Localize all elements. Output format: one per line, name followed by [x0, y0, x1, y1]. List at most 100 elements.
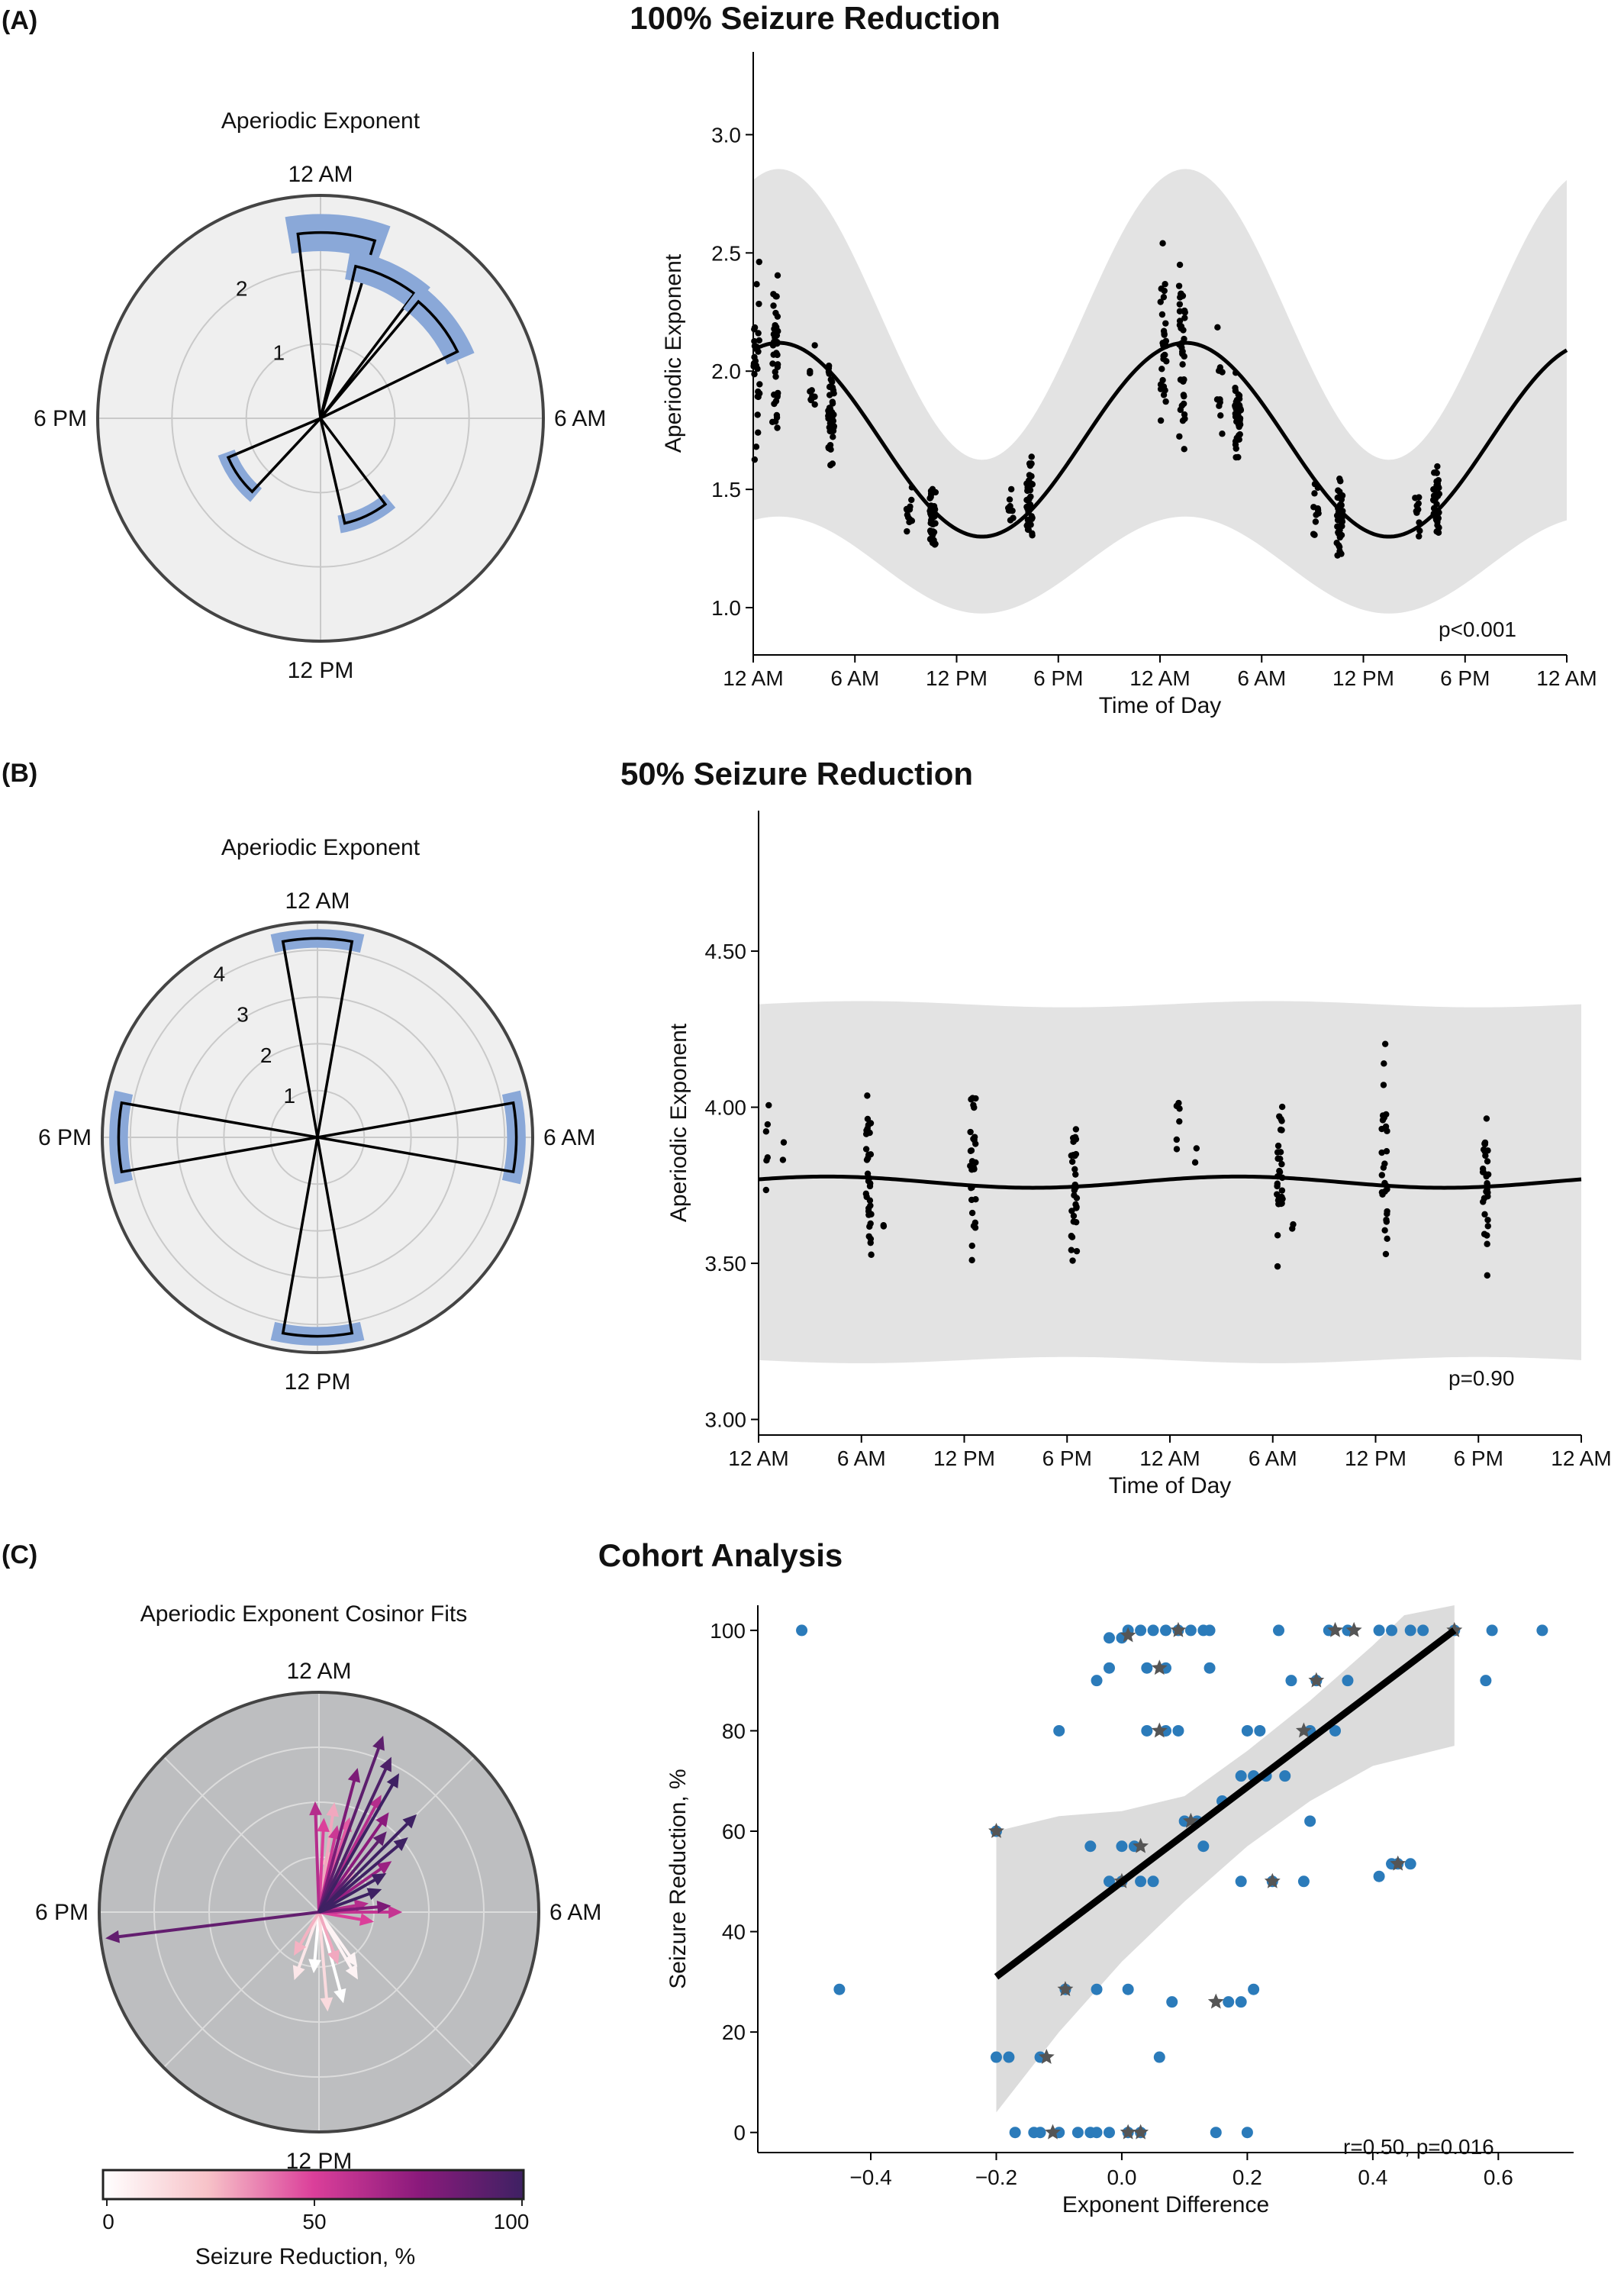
x-tick-label: 6 AM	[830, 666, 879, 690]
phase-arrow-head	[366, 1888, 382, 1901]
data-point	[908, 496, 915, 504]
data-point	[1278, 1187, 1286, 1194]
data-point	[1274, 1191, 1281, 1198]
phase-arrow-shaft	[318, 1878, 376, 1914]
data-point	[1103, 1662, 1115, 1674]
phase-arrow-head	[326, 1802, 340, 1817]
polar-direction-label: 6 AM	[554, 406, 606, 431]
phase-arrow-head	[309, 1801, 322, 1816]
highlight-star	[1045, 2124, 1061, 2140]
data-point	[1068, 1158, 1076, 1166]
x-tick-label: 12 PM	[926, 666, 988, 690]
rose-bar	[319, 299, 459, 420]
polar-direction-label: 12 AM	[285, 888, 350, 914]
polar-title-c: Aperiodic Exponent Cosinor Fits	[140, 1601, 468, 1627]
data-point	[1484, 1223, 1491, 1230]
x-tick-label: 6 PM	[1454, 1446, 1503, 1470]
phase-arrow-shaft	[317, 1911, 328, 1999]
phase-arrow-shaft	[317, 1844, 399, 1914]
phase-arrow-head	[344, 1952, 358, 1967]
data-point	[762, 1128, 770, 1135]
data-point	[1029, 530, 1036, 537]
phase-arrow-shaft	[118, 1911, 320, 1939]
data-point	[774, 272, 781, 279]
data-point	[1191, 1159, 1199, 1166]
y-tick-label: 20	[722, 2020, 746, 2044]
x-tick-label: −0.4	[849, 2166, 891, 2189]
data-point	[1173, 1136, 1181, 1143]
data-point	[1176, 261, 1184, 269]
highlight-star	[1151, 1722, 1168, 1738]
polar-direction-label: 6 PM	[35, 1900, 89, 1925]
data-point	[967, 1128, 974, 1136]
data-point	[1236, 432, 1242, 439]
data-point	[904, 511, 911, 518]
data-point	[1103, 1632, 1115, 1644]
panel-title-a: 100% Seizure Reduction	[630, 0, 1000, 36]
data-point	[880, 1221, 887, 1229]
data-point	[773, 411, 781, 419]
phase-arrow-head	[376, 1861, 392, 1875]
data-point	[1178, 324, 1184, 332]
data-point	[1007, 502, 1013, 510]
data-point	[833, 1983, 846, 1995]
x-tick-label: 6 AM	[1237, 666, 1286, 690]
data-point	[1162, 337, 1170, 344]
data-point	[929, 485, 936, 492]
data-point	[1053, 1724, 1065, 1737]
phase-arrow-shaft	[317, 1747, 381, 1913]
polar-direction-label: 6 PM	[34, 406, 87, 431]
phase-arrow-shaft	[317, 1911, 336, 1953]
data-point	[1181, 314, 1188, 321]
polar-radial-tick: 2	[236, 276, 248, 300]
data-point	[1333, 540, 1340, 547]
phase-arrow-shaft	[298, 1911, 321, 1946]
rose-error-band	[501, 1090, 526, 1185]
data-point	[1073, 1247, 1081, 1255]
data-point	[970, 1222, 978, 1230]
phase-arrow-shaft	[317, 1784, 395, 1914]
x-tick-label: 0.2	[1232, 2166, 1262, 2189]
panel-letter-a: (A)	[2, 6, 37, 35]
data-point	[1484, 1240, 1490, 1247]
colorbar	[102, 2169, 525, 2201]
data-point	[1024, 487, 1031, 495]
data-point	[1006, 496, 1013, 503]
data-point	[1160, 294, 1168, 301]
data-point	[1141, 1662, 1153, 1674]
data-point	[904, 506, 910, 514]
data-point	[1173, 1146, 1181, 1153]
rose-bar	[281, 1137, 354, 1338]
polar-outline	[101, 921, 534, 1354]
data-point	[864, 1115, 872, 1123]
polar-spoke	[163, 1911, 320, 2069]
data-point	[864, 1092, 871, 1099]
data-point	[1381, 1040, 1389, 1047]
data-point	[1028, 513, 1035, 520]
polar-spoke	[163, 1756, 320, 1913]
polar-outline	[96, 194, 545, 643]
rose-error-band	[337, 494, 396, 534]
phase-arrow-head	[292, 1965, 305, 1981]
data-point	[1024, 526, 1032, 534]
polar-direction-label: 12 AM	[288, 162, 353, 187]
phase-arrow-head	[388, 1905, 403, 1919]
rose-error-band	[109, 1090, 134, 1185]
x-tick-label: 12 PM	[933, 1446, 995, 1470]
data-point	[1071, 1192, 1078, 1199]
data-point	[1384, 1235, 1390, 1243]
data-point	[1160, 392, 1168, 398]
rose-error-band	[270, 929, 365, 953]
data-point	[968, 1242, 975, 1250]
data-point	[1181, 353, 1187, 360]
data-point	[756, 337, 762, 344]
data-point	[1176, 308, 1184, 314]
polar-radial-tick: 4	[214, 963, 226, 986]
highlight-star	[1308, 1672, 1325, 1688]
polar-title-b: Aperiodic Exponent	[221, 835, 420, 860]
y-tick-label: 3.00	[705, 1408, 747, 1432]
data-point	[1278, 1115, 1284, 1123]
data-point	[1158, 311, 1166, 318]
data-point	[1162, 281, 1168, 288]
